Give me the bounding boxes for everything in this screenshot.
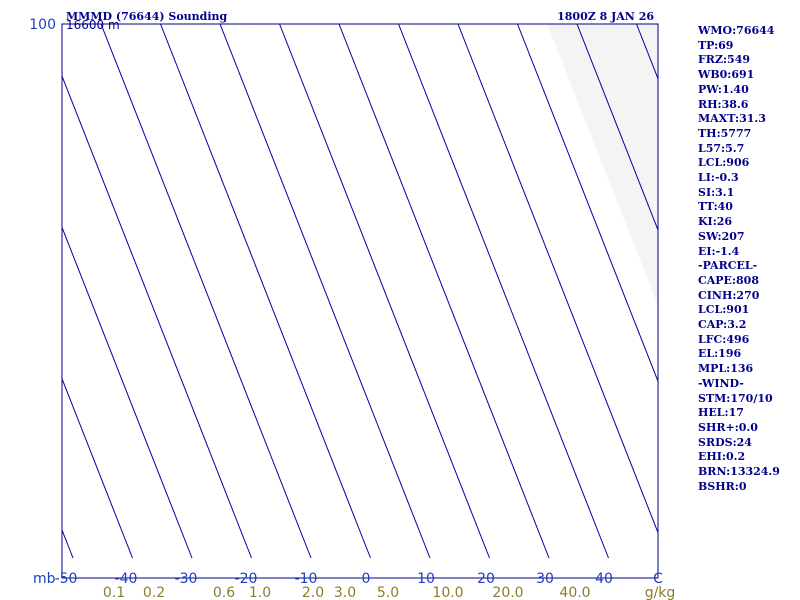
dry-adiabat	[153, 0, 800, 13]
index-item: CAPE:808	[698, 273, 759, 287]
temperature-tick-label: 0	[362, 571, 371, 587]
index-item: SRDS:24	[698, 435, 752, 449]
index-item: EHI:0.2	[698, 450, 746, 464]
temperature-tick-label: 30	[536, 571, 554, 587]
index-item: RH:38.6	[698, 97, 749, 111]
mixing-ratio-tick-label: 3.0	[334, 585, 356, 600]
index-item: PW:1.40	[698, 82, 749, 96]
index-item: BSHR:0	[698, 479, 747, 493]
index-item: BRN:13324.9	[698, 465, 780, 479]
isotherm-line	[576, 24, 658, 232]
index-item: LI:-0.3	[698, 171, 739, 185]
isotherm-line	[160, 24, 371, 559]
temperature-tick-label: 40	[595, 571, 613, 587]
dry-adiabat	[215, 0, 800, 13]
temperature-tick-label: 20	[477, 571, 495, 587]
temperature-tick-label: C	[653, 571, 663, 587]
dry-adiabat	[278, 0, 800, 13]
plot-frame	[61, 23, 659, 579]
y-axis-unit: mb	[33, 571, 56, 587]
isotherm-line	[457, 24, 658, 534]
temperature-tick-label: -50	[55, 571, 78, 587]
index-item: SHR+:0.0	[698, 420, 758, 434]
index-item: LCL:906	[698, 156, 750, 170]
dry-adiabat	[184, 0, 800, 13]
index-item: HEL:17	[698, 406, 744, 420]
mixing-ratio-tick-label: 10.0	[432, 585, 463, 600]
index-list: WMO:76644 TP:69 FRZ:549 WB0:691 PW:1.40 RH:38…	[698, 24, 780, 495]
isotherm-line	[62, 377, 133, 559]
isotherm-line	[517, 24, 658, 383]
isotherm-line	[219, 24, 431, 559]
mixing-ratio-tick-label: 40.0	[559, 585, 590, 600]
valid-time: 1800Z 8 JAN 26	[557, 10, 654, 23]
index-item: SW:207	[698, 229, 745, 243]
mixing-ratio-tick-label: 1.0	[249, 585, 271, 600]
index-item: LFC:496	[698, 332, 750, 346]
temperature-tick-label: 10	[417, 571, 435, 587]
index-item: SI:3.1	[698, 185, 735, 199]
index-item: FRZ:549	[698, 53, 751, 67]
index-item: TP:69	[698, 38, 734, 52]
sounding-traces	[151, 0, 800, 25]
index-item: WB0:691	[698, 68, 755, 82]
isotherm-line	[62, 226, 193, 559]
mixing-ratio-tick-label: 20.0	[492, 585, 523, 600]
index-item: LCL:901	[698, 303, 750, 317]
index-item: TT:40	[698, 200, 733, 214]
isotherm-line	[338, 24, 550, 559]
index-item: EI:-1.4	[698, 244, 740, 258]
isotherm-line	[100, 24, 312, 559]
diagram-grid	[62, 0, 800, 559]
index-item: MAXT:31.3	[698, 112, 766, 126]
pressure-label: 100	[29, 17, 56, 33]
index-item: KI:26	[698, 215, 733, 229]
temperature-tick-label: -10	[295, 571, 318, 587]
temperature-trace	[249, 24, 252, 25]
index-item: CAP:3.2	[698, 318, 747, 332]
temperature-tick-label: -30	[175, 571, 198, 587]
index-item: L57:5.7	[698, 141, 745, 155]
mixing-ratio-tick-label: 0.1	[103, 585, 125, 600]
dry-adiabat	[309, 0, 800, 13]
index-item: MPL:136	[698, 362, 754, 376]
parcel-trace	[151, 0, 800, 2]
dewpoint-trace	[243, 24, 245, 25]
isotherm-line	[398, 24, 609, 559]
isotherm-line	[62, 74, 252, 559]
height-label: 16600 m	[66, 18, 120, 32]
temperature-tick-label: -40	[115, 571, 138, 587]
mixing-ratio-tick-label: 5.0	[377, 585, 399, 600]
index-item: -PARCEL-	[698, 259, 758, 273]
station-title: MMMD (76644) Sounding	[66, 10, 228, 23]
mixing-ratio-tick-label: g/kg	[645, 585, 676, 600]
index-item: EL:196	[698, 347, 742, 361]
index-item: WMO:76644	[698, 24, 775, 37]
index-item: TH:5777	[698, 126, 752, 140]
index-item: STM:170/10	[698, 391, 773, 405]
temperature-tick-label: -20	[235, 571, 258, 587]
isotherm-line	[279, 24, 490, 559]
mixing-ratio-tick-label: 2.0	[302, 585, 324, 600]
mixing-ratio-tick-label: 0.2	[143, 585, 165, 600]
mixing-ratio-tick-label: 0.6	[213, 585, 235, 600]
index-item: -WIND-	[698, 376, 744, 390]
index-item: CINH:270	[698, 288, 760, 302]
dry-adiabat	[247, 0, 800, 13]
